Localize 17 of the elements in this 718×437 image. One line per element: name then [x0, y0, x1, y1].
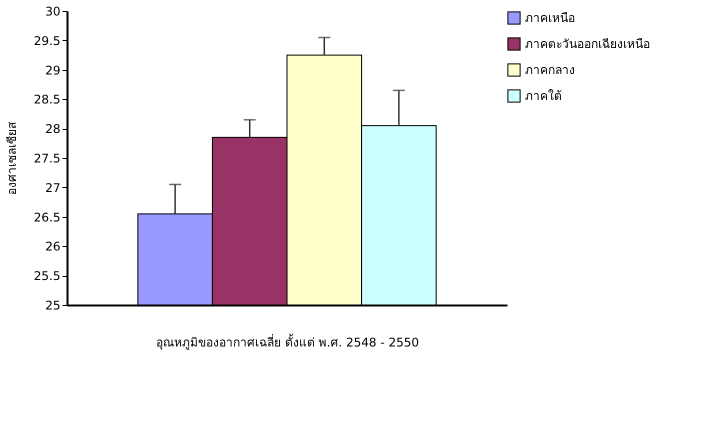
legend-label: ภาคเหนือ: [525, 11, 575, 25]
legend-label: ภาคกลาง: [525, 63, 575, 77]
y-tick-label: 27.5: [34, 152, 60, 166]
y-tick-label: 29.5: [34, 34, 60, 48]
y-tick-label: 30: [45, 4, 60, 18]
y-tick-label: 27: [45, 180, 60, 195]
y-tick-label: 29: [45, 63, 60, 78]
legend-label: ภาคตะวันออกเฉียงเหนือ: [525, 37, 650, 51]
x-axis-title: อุณหภูมิของอากาศเฉลี่ย ตั้งแต่ พ.ศ. 2548 - 2550: [156, 334, 420, 350]
y-tick-label: 25.5: [34, 269, 60, 284]
y-tick-label: 28: [45, 122, 60, 136]
y-axis-title: องศาเซลเซียส: [4, 121, 19, 195]
y-tick-label: 26.5: [34, 210, 60, 224]
y-tick-label: 28.5: [34, 92, 60, 107]
y-tick-label: 25: [45, 298, 60, 312]
y-tick-label: 26: [45, 240, 60, 254]
legend-label: ภาคใต้: [525, 89, 562, 103]
